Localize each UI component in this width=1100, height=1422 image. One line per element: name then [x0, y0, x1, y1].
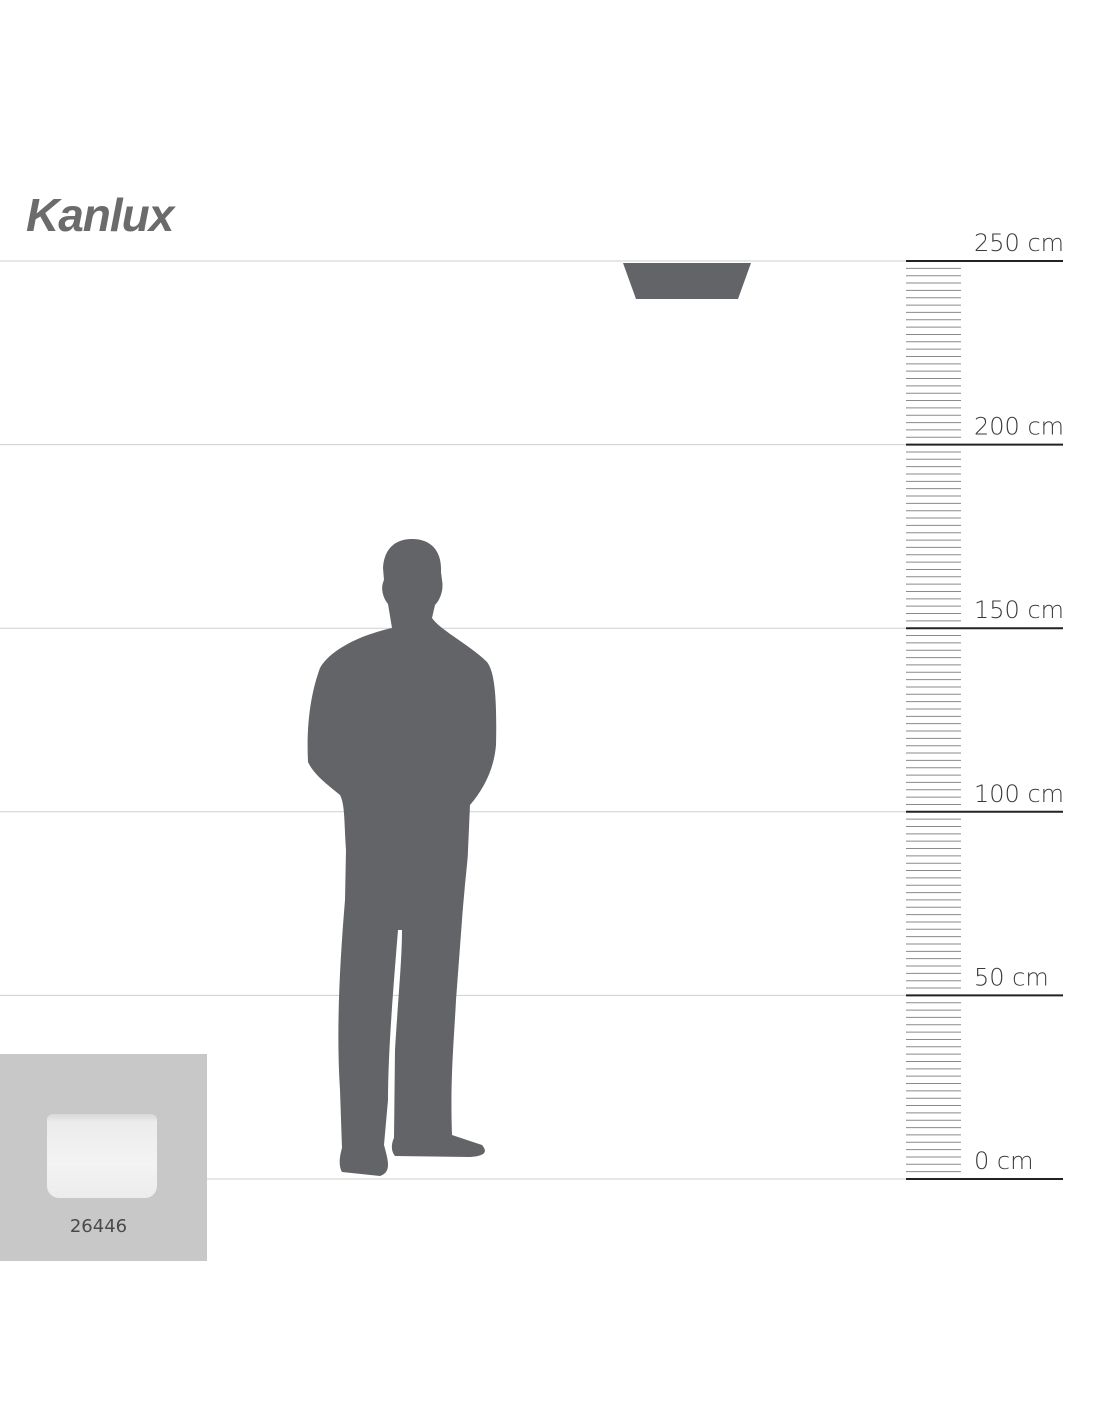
logo-text: Kanlux — [26, 189, 174, 241]
scale-label-200: 200 cm — [974, 413, 1064, 441]
product-image — [47, 1114, 157, 1198]
ceiling-luminaire — [623, 263, 751, 299]
scale-label-150: 150 cm — [974, 596, 1064, 624]
kanlux-logo: Kanlux — [26, 188, 174, 242]
scale-label-0: 0 cm — [974, 1147, 1033, 1175]
scale-label-250: 250 cm — [974, 229, 1064, 257]
person-silhouette — [307, 539, 497, 1176]
scale-label-100: 100 cm — [974, 780, 1064, 808]
scale-label-50: 50 cm — [974, 963, 1049, 991]
product-code: 26446 — [69, 1216, 128, 1237]
